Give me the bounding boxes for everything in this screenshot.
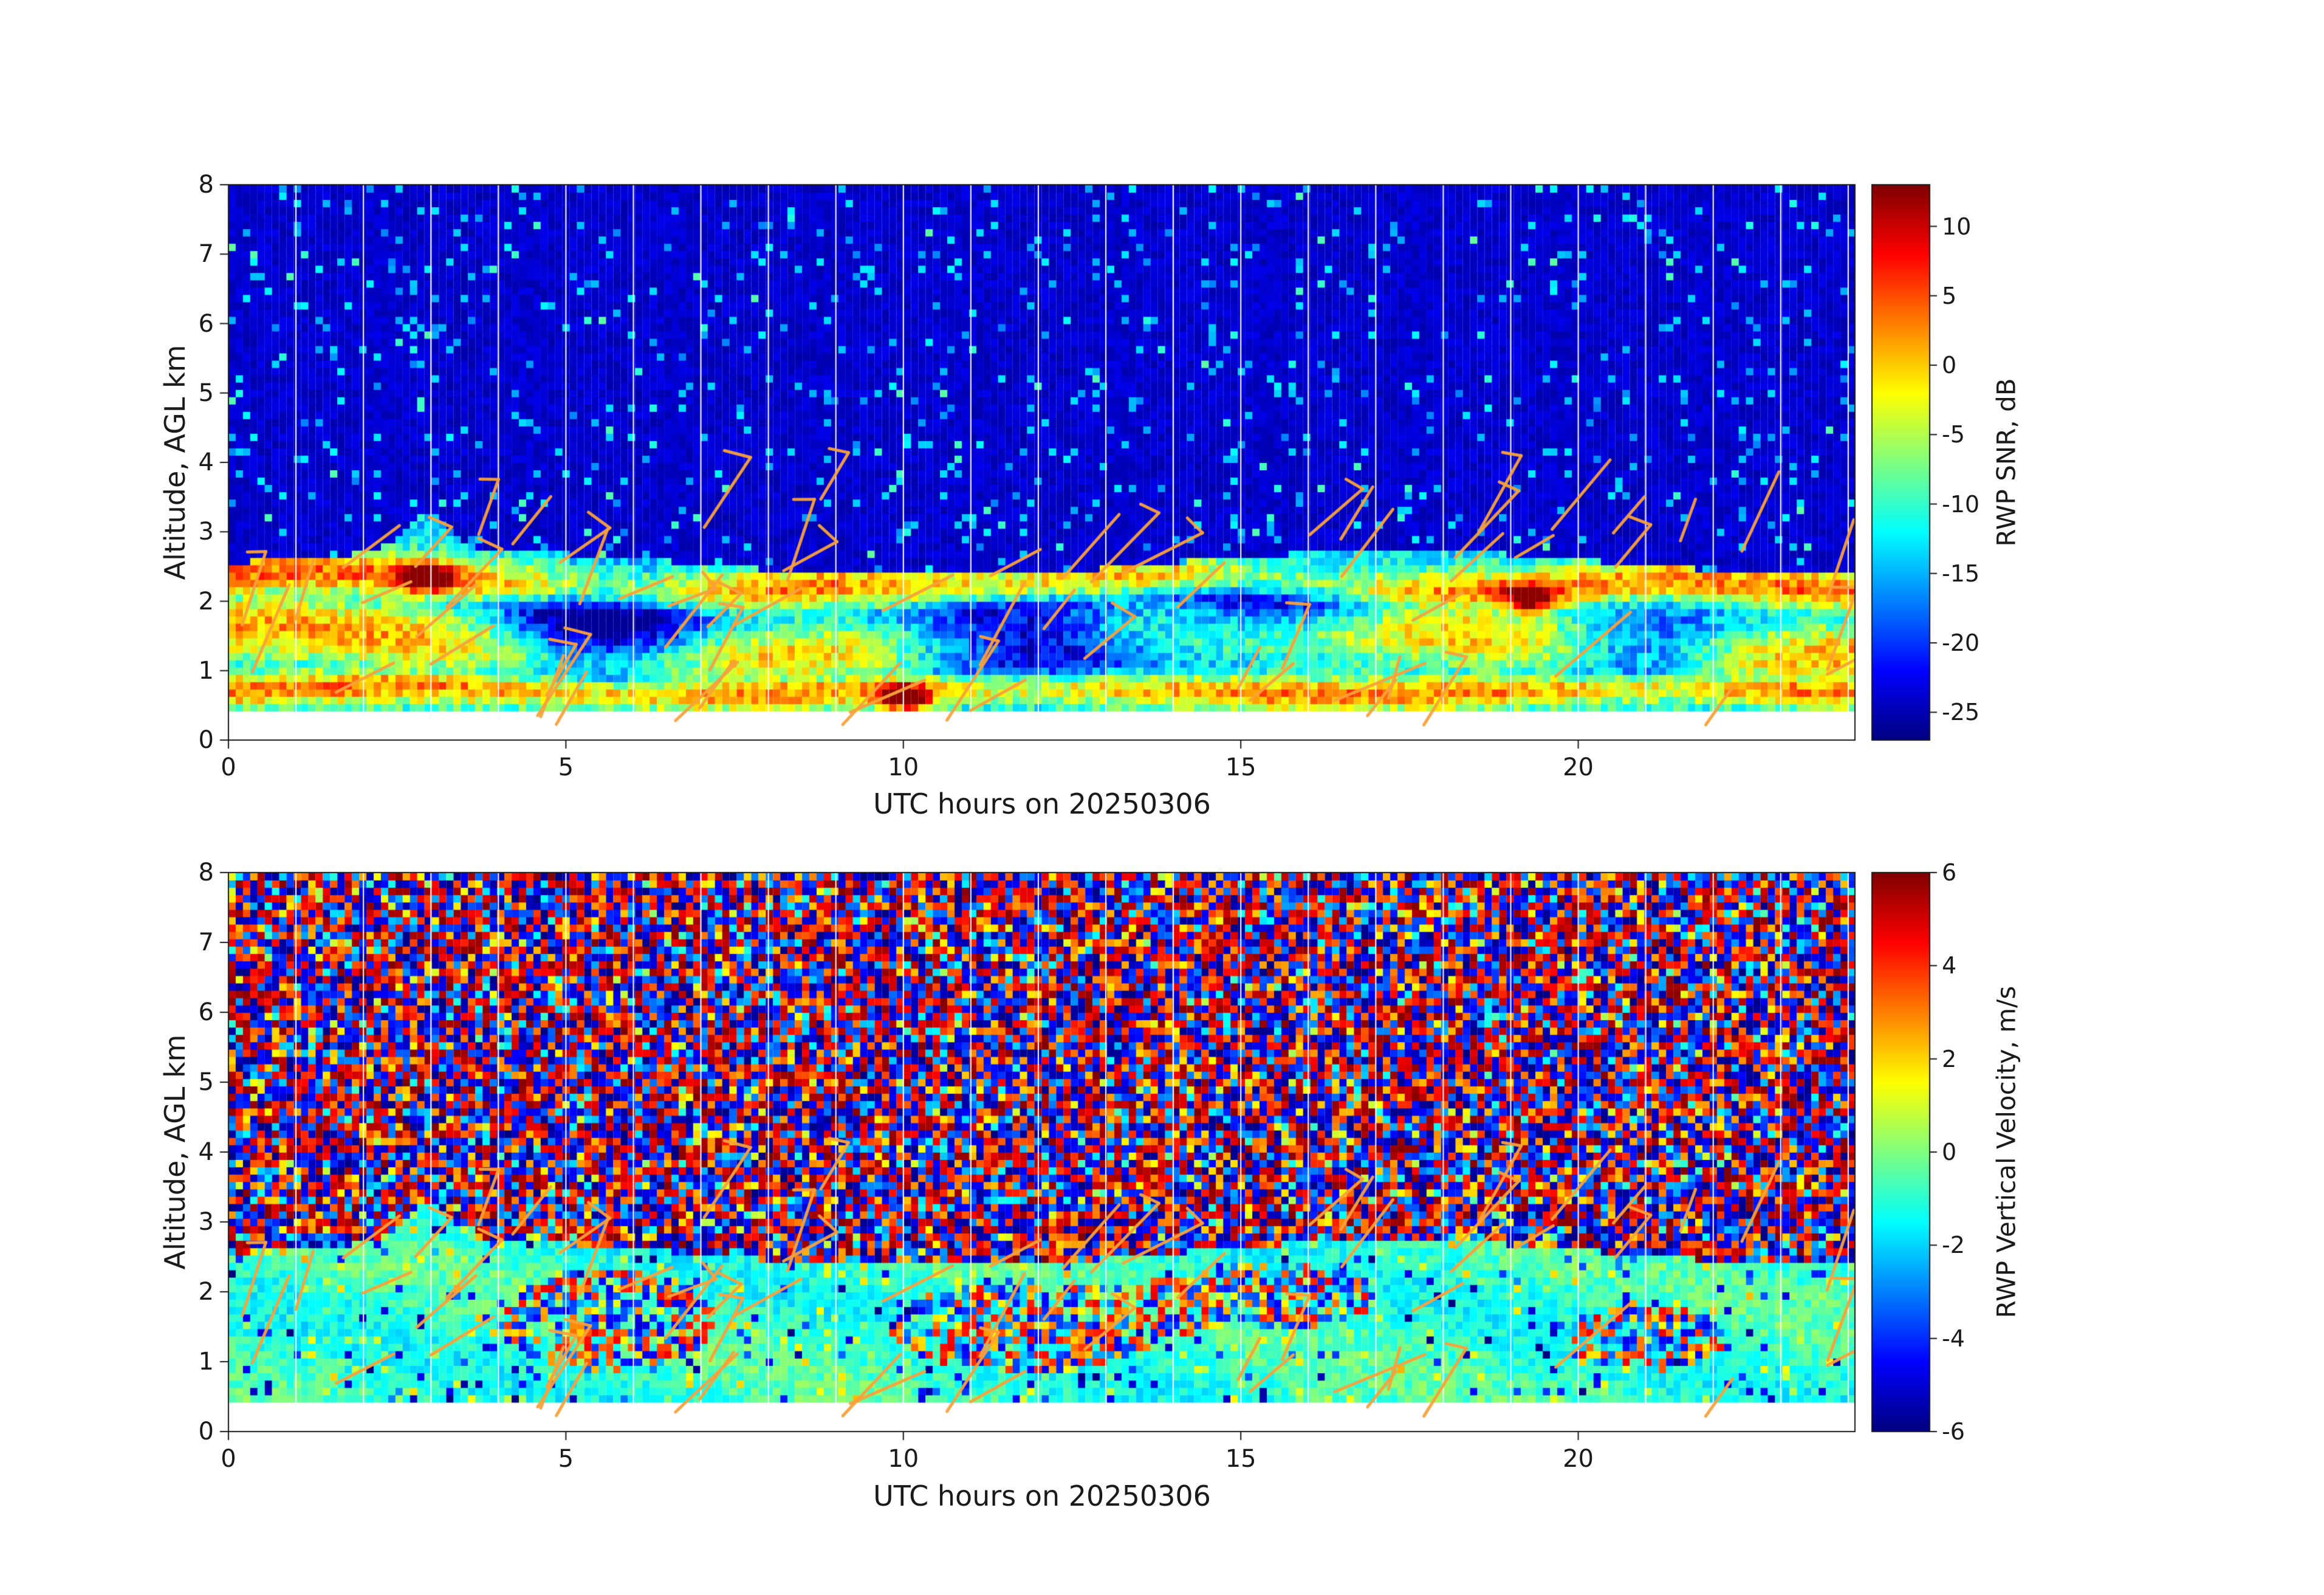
y-tick-label: 4 bbox=[198, 448, 214, 476]
y-tick-label: 6 bbox=[198, 309, 214, 338]
snr-x-axis-label: UTC hours on 20250306 bbox=[873, 787, 1211, 820]
x-tick-label: 0 bbox=[221, 753, 236, 781]
y-tick-label: 8 bbox=[198, 171, 214, 199]
snr-y-axis-label: Altitude, AGL km bbox=[159, 345, 191, 580]
colorbar-tick-label: -4 bbox=[1942, 1325, 1965, 1352]
y-tick-label: 0 bbox=[198, 1418, 214, 1446]
colorbar-tick-label: 5 bbox=[1942, 282, 1957, 309]
colorbar-tick-label: -2 bbox=[1942, 1232, 1965, 1259]
colorbar-tick-label: 0 bbox=[1942, 352, 1957, 379]
colorbar-tick-label: -5 bbox=[1942, 421, 1965, 448]
y-tick-label: 3 bbox=[198, 1208, 214, 1236]
y-tick-label: 5 bbox=[198, 379, 214, 407]
colorbar-tick-label: 10 bbox=[1942, 213, 1972, 240]
x-tick-label: 10 bbox=[888, 1445, 919, 1473]
y-tick-label: 7 bbox=[198, 240, 214, 269]
colorbar-tick-label: -6 bbox=[1942, 1418, 1965, 1445]
velocity-y-axis-label: Altitude, AGL km bbox=[159, 1034, 191, 1270]
snr-colorbar-label: RWP SNR, dB bbox=[1991, 378, 2021, 547]
x-tick-label: 15 bbox=[1225, 753, 1256, 781]
y-tick-label: 3 bbox=[198, 518, 214, 546]
y-tick-label: 7 bbox=[198, 928, 214, 956]
colorbar-tick-label: 2 bbox=[1942, 1045, 1957, 1072]
x-tick-label: 5 bbox=[558, 753, 574, 781]
colorbar-tick-label: 6 bbox=[1942, 859, 1957, 886]
y-tick-label: 6 bbox=[198, 998, 214, 1026]
velocity-colorbar-label: RWP Vertical Velocity, m/s bbox=[1991, 986, 2021, 1319]
x-tick-label: 20 bbox=[1563, 753, 1594, 781]
velocity-x-axis-label: UTC hours on 20250306 bbox=[873, 1480, 1211, 1512]
colorbar-tick-label: -25 bbox=[1942, 699, 1980, 726]
x-tick-label: 5 bbox=[558, 1445, 574, 1473]
y-tick-label: 2 bbox=[198, 1278, 214, 1306]
y-tick-label: 1 bbox=[198, 1348, 214, 1376]
y-tick-label: 8 bbox=[198, 859, 214, 887]
x-tick-label: 0 bbox=[221, 1445, 236, 1473]
y-tick-label: 5 bbox=[198, 1068, 214, 1096]
x-tick-label: 10 bbox=[888, 753, 919, 781]
colorbar-tick-label: -10 bbox=[1942, 490, 1980, 518]
x-tick-label: 15 bbox=[1225, 1445, 1256, 1473]
y-tick-label: 1 bbox=[198, 656, 214, 685]
y-tick-label: 2 bbox=[198, 587, 214, 616]
x-tick-label: 20 bbox=[1563, 1445, 1594, 1473]
y-tick-label: 0 bbox=[198, 726, 214, 754]
colorbar-tick-label: 0 bbox=[1942, 1139, 1957, 1165]
y-tick-label: 4 bbox=[198, 1138, 214, 1166]
colorbar-tick-label: 4 bbox=[1942, 952, 1957, 979]
colorbar-tick-label: -20 bbox=[1942, 629, 1980, 657]
colorbar-tick-label: -15 bbox=[1942, 560, 1980, 587]
